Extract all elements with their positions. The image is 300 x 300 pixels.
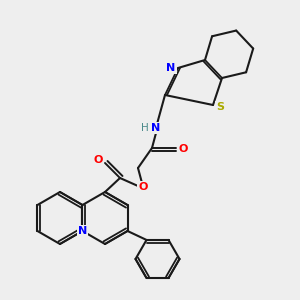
Text: N: N <box>152 123 160 133</box>
Text: O: O <box>138 182 148 192</box>
Text: O: O <box>93 155 103 165</box>
Text: O: O <box>178 144 188 154</box>
Text: N: N <box>167 63 176 73</box>
Text: N: N <box>78 226 87 236</box>
Text: H: H <box>141 123 149 133</box>
Text: S: S <box>216 102 224 112</box>
